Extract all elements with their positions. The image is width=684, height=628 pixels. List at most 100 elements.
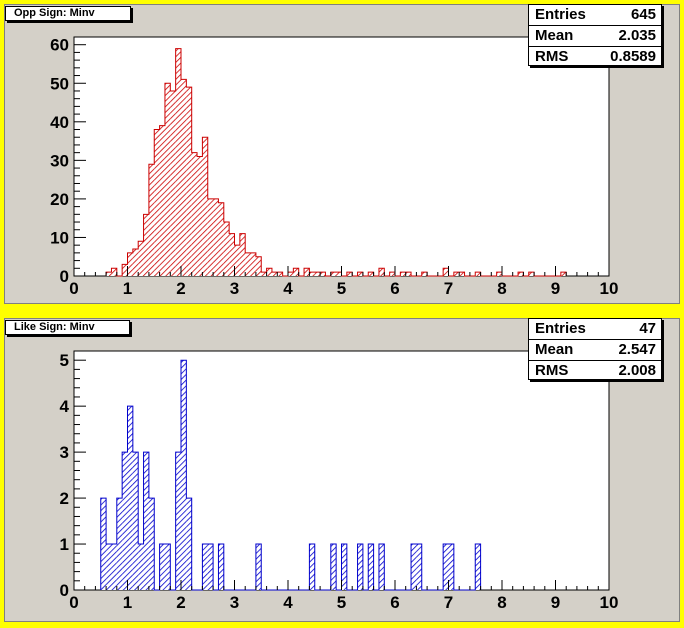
histogram-bar (309, 544, 315, 590)
histogram-bar (400, 272, 406, 276)
stats-entries-value: 47 (639, 320, 656, 337)
stats-mean-label: Mean (535, 341, 574, 358)
x-tick-label: 9 (551, 593, 560, 612)
histogram-bar (459, 272, 465, 276)
stats-rms-row: RMS 2.008 (529, 360, 661, 381)
histogram-bar (191, 152, 198, 276)
histogram-bar (197, 156, 203, 276)
x-tick-label: 10 (600, 593, 619, 612)
stats-rms-value: 0.8589 (610, 48, 656, 65)
y-tick-label: 0 (60, 581, 69, 600)
histogram-bar (357, 272, 363, 276)
stats-entries-value: 645 (630, 6, 656, 23)
histogram-bar (218, 544, 224, 590)
x-tick-label: 2 (176, 279, 185, 298)
x-tick-label: 5 (337, 279, 346, 298)
histogram-bar (288, 272, 294, 276)
x-tick-label: 8 (497, 279, 506, 298)
histogram-bar (159, 544, 165, 590)
histogram-bar (304, 268, 310, 276)
x-tick-label: 8 (497, 593, 506, 612)
x-tick-label: 6 (390, 593, 399, 612)
histogram-bar (528, 272, 535, 276)
histogram-bar (261, 272, 267, 276)
histogram-bar (202, 137, 208, 276)
stats-entries-row: Entries 645 (529, 5, 661, 25)
x-tick-label: 10 (600, 279, 619, 298)
y-tick-label: 50 (50, 74, 69, 93)
stats-mean-label: Mean (535, 27, 574, 44)
histogram-bar (271, 272, 278, 276)
histogram-bar (560, 272, 567, 276)
x-tick-label: 2 (176, 593, 185, 612)
histogram-bar (314, 272, 321, 276)
stats-rms-value: 2.008 (618, 362, 656, 379)
histogram-bar (100, 498, 107, 590)
histogram-bar (164, 83, 171, 277)
histogram-bar (164, 544, 171, 590)
histogram-bar (122, 264, 128, 276)
histogram-bar (159, 125, 165, 277)
histogram-bar (378, 268, 385, 276)
histogram-bar (378, 544, 385, 590)
histogram-bar (448, 544, 454, 590)
y-tick-label: 0 (60, 267, 69, 286)
stats-rms-row: RMS 0.8589 (529, 46, 661, 67)
stats-rms-label: RMS (535, 48, 569, 65)
histogram-bar (411, 544, 417, 590)
y-tick-label: 40 (50, 113, 69, 132)
y-tick-label: 60 (50, 36, 69, 55)
y-tick-label: 4 (60, 397, 70, 416)
histogram-bar (250, 252, 256, 276)
histogram-bar (229, 233, 235, 276)
histogram-bar (357, 544, 363, 590)
histogram-bar (181, 79, 187, 276)
histogram-bar (127, 406, 133, 590)
y-tick-label: 5 (60, 351, 69, 370)
histogram-bar (111, 544, 117, 590)
x-tick-label: 1 (123, 279, 132, 298)
y-tick-label: 20 (50, 190, 69, 209)
histogram-bar (443, 268, 449, 276)
stats-mean-row: Mean 2.547 (529, 339, 661, 360)
top-axes: 0 1 2 3 4 5 6 7 8 9 10 0 10 20 30 40 50 60 (50, 36, 618, 298)
stats-mean-value: 2.035 (618, 27, 656, 44)
histogram-bar (389, 272, 395, 276)
histogram-bar (475, 544, 481, 590)
y-tick-label: 10 (50, 228, 69, 247)
histogram-bar (518, 272, 524, 276)
histogram-bar (346, 272, 353, 276)
histogram-bar (266, 268, 272, 276)
histogram-bar (336, 272, 342, 276)
bottom-axes: 0 1 2 3 4 5 6 7 8 9 10 0 1 2 3 4 5 (60, 350, 619, 612)
stats-entries-row: Entries 47 (529, 319, 661, 339)
histogram-bar (255, 256, 262, 276)
histogram-bar (416, 544, 422, 590)
histogram-bar (207, 544, 214, 590)
histogram-bar (138, 241, 144, 276)
x-tick-label: 1 (123, 593, 132, 612)
x-tick-label: 0 (69, 279, 78, 298)
histogram-bar (234, 245, 240, 276)
x-tick-label: 7 (444, 279, 453, 298)
histogram-bar (148, 164, 155, 276)
histogram-bar (132, 249, 139, 276)
histogram-bar (245, 252, 251, 276)
histogram-bar (475, 272, 481, 276)
histogram-bar (143, 214, 149, 276)
x-tick-label: 0 (69, 593, 78, 612)
histogram-bar (330, 544, 337, 590)
histogram-bar (239, 233, 246, 276)
x-tick-label: 3 (230, 279, 239, 298)
histogram-bar (330, 272, 337, 276)
histogram-bar (341, 544, 347, 590)
histogram-bar (127, 252, 133, 276)
histogram-bar (116, 498, 123, 590)
top-histogram-bars (105, 48, 567, 277)
histogram-bar (255, 544, 262, 590)
histogram-bar (143, 452, 149, 590)
histogram-bar (309, 272, 315, 276)
top-stats-box: Entries 645 Mean 2.035 RMS 0.8589 (528, 4, 662, 66)
